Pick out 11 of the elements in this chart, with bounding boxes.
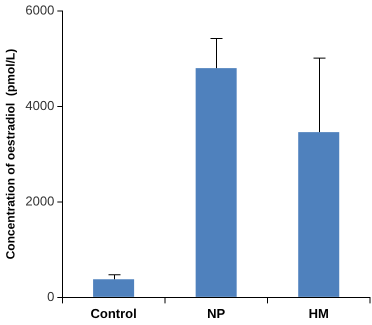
- y-axis-title: Concentration of oestradiol (pmol/L): [4, 48, 18, 260]
- y-tick-label: 4000: [25, 98, 54, 113]
- y-tick-label: 0: [47, 288, 54, 304]
- x-tick-label: HM: [308, 306, 329, 321]
- y-tick-label: 2000: [25, 193, 54, 208]
- x-tick-label: NP: [207, 306, 226, 321]
- x-tick-label: Control: [90, 306, 137, 321]
- bar: [196, 68, 237, 297]
- bar: [298, 132, 340, 297]
- bar: [93, 279, 134, 297]
- y-tick-label: 6000: [25, 2, 54, 18]
